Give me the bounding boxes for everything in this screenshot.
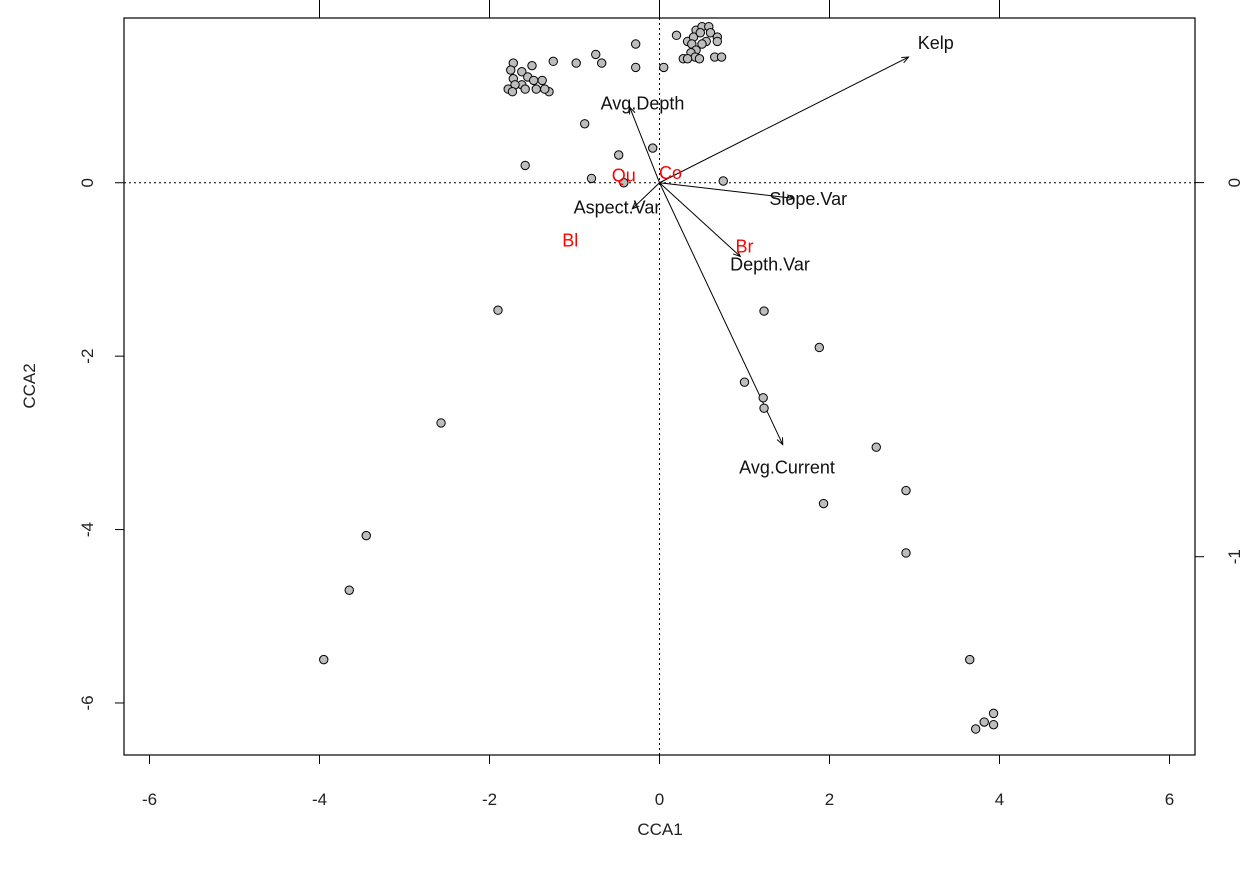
site-point xyxy=(901,485,911,496)
site-point xyxy=(671,30,682,41)
site-point xyxy=(759,403,769,413)
site-point xyxy=(517,67,527,77)
site-point xyxy=(586,173,597,184)
site-point xyxy=(361,530,371,541)
y-tick-label: -6 xyxy=(78,695,97,710)
vector-label: Kelp xyxy=(918,33,954,53)
site-point xyxy=(988,719,999,730)
x-tick-label: 4 xyxy=(995,790,1004,809)
site-point xyxy=(571,58,581,68)
vector-arrow xyxy=(659,182,794,199)
x-tick-label: 0 xyxy=(655,790,664,809)
site-point xyxy=(705,28,716,38)
site-point xyxy=(597,58,607,68)
site-points xyxy=(319,21,999,734)
site-point xyxy=(527,60,537,71)
site-point xyxy=(695,28,705,38)
y-tick-label: -2 xyxy=(78,349,97,364)
species-label: Br xyxy=(736,237,754,257)
axes: -6 -4 -2 0 2 4 6 -6 -4 -2 0 -1 0 xyxy=(78,0,1244,809)
site-point xyxy=(648,143,658,153)
species-labels: Co Qu Br Bl xyxy=(562,163,753,257)
site-point xyxy=(659,62,669,73)
site-point xyxy=(580,119,590,129)
y-axis-title: CCA2 xyxy=(20,363,39,408)
vector-label: Aspect.Var xyxy=(574,198,661,218)
vector-label: Avg.Current xyxy=(739,458,835,478)
site-point xyxy=(614,150,624,160)
vector-arrow xyxy=(632,182,660,209)
site-point xyxy=(697,39,707,49)
site-point xyxy=(493,305,503,315)
x-tick-label: -4 xyxy=(312,790,327,809)
site-point xyxy=(965,654,975,665)
site-point xyxy=(319,654,329,665)
site-point xyxy=(718,176,728,186)
site-point xyxy=(436,418,446,428)
site-point xyxy=(531,84,541,94)
site-point xyxy=(971,724,981,734)
site-point xyxy=(507,87,518,97)
vector-label: Avg.Depth xyxy=(601,93,685,113)
vector-label: Slope.Var xyxy=(769,189,847,209)
site-point xyxy=(344,585,354,595)
species-label: Bl xyxy=(562,230,578,250)
site-point xyxy=(520,84,530,94)
site-point xyxy=(631,62,641,73)
site-point xyxy=(506,65,516,75)
x-tick-label: -2 xyxy=(482,790,497,809)
site-point xyxy=(712,36,722,47)
x-tick-label: -6 xyxy=(142,790,157,809)
site-point xyxy=(871,442,881,452)
species-label: Co xyxy=(659,163,682,183)
species-label: Qu xyxy=(612,165,636,185)
site-point xyxy=(759,306,769,316)
site-point xyxy=(529,75,539,86)
site-point xyxy=(694,54,705,64)
site-point xyxy=(758,393,768,403)
site-point xyxy=(591,49,601,60)
site-point xyxy=(979,717,989,727)
site-point xyxy=(716,52,727,62)
site-point xyxy=(540,84,550,94)
right-tick-label: 0 xyxy=(1225,178,1244,187)
y-tick-label: 0 xyxy=(78,178,97,187)
site-point xyxy=(682,54,693,64)
vector-arrow xyxy=(630,107,660,183)
site-point xyxy=(818,498,829,509)
site-point xyxy=(619,178,629,188)
x-tick-label: 6 xyxy=(1165,790,1174,809)
site-point xyxy=(901,548,911,558)
site-point xyxy=(520,160,530,171)
x-tick-label: 2 xyxy=(825,790,834,809)
site-point xyxy=(988,708,999,719)
y-tick-label: -4 xyxy=(78,522,97,537)
vector-label: Depth.Var xyxy=(730,255,810,275)
site-point xyxy=(814,342,824,353)
site-point xyxy=(548,56,558,67)
vector-arrow xyxy=(659,182,741,257)
right-tick-label: -1 xyxy=(1225,549,1244,564)
vector-labels: Kelp Avg.Depth Slope.Var Aspect.Var Depth.Va… xyxy=(574,33,954,478)
x-axis-title: CCA1 xyxy=(637,820,682,839)
site-point xyxy=(631,39,641,49)
site-point xyxy=(739,377,750,387)
site-point xyxy=(537,75,547,86)
vector-arrow xyxy=(659,57,909,184)
